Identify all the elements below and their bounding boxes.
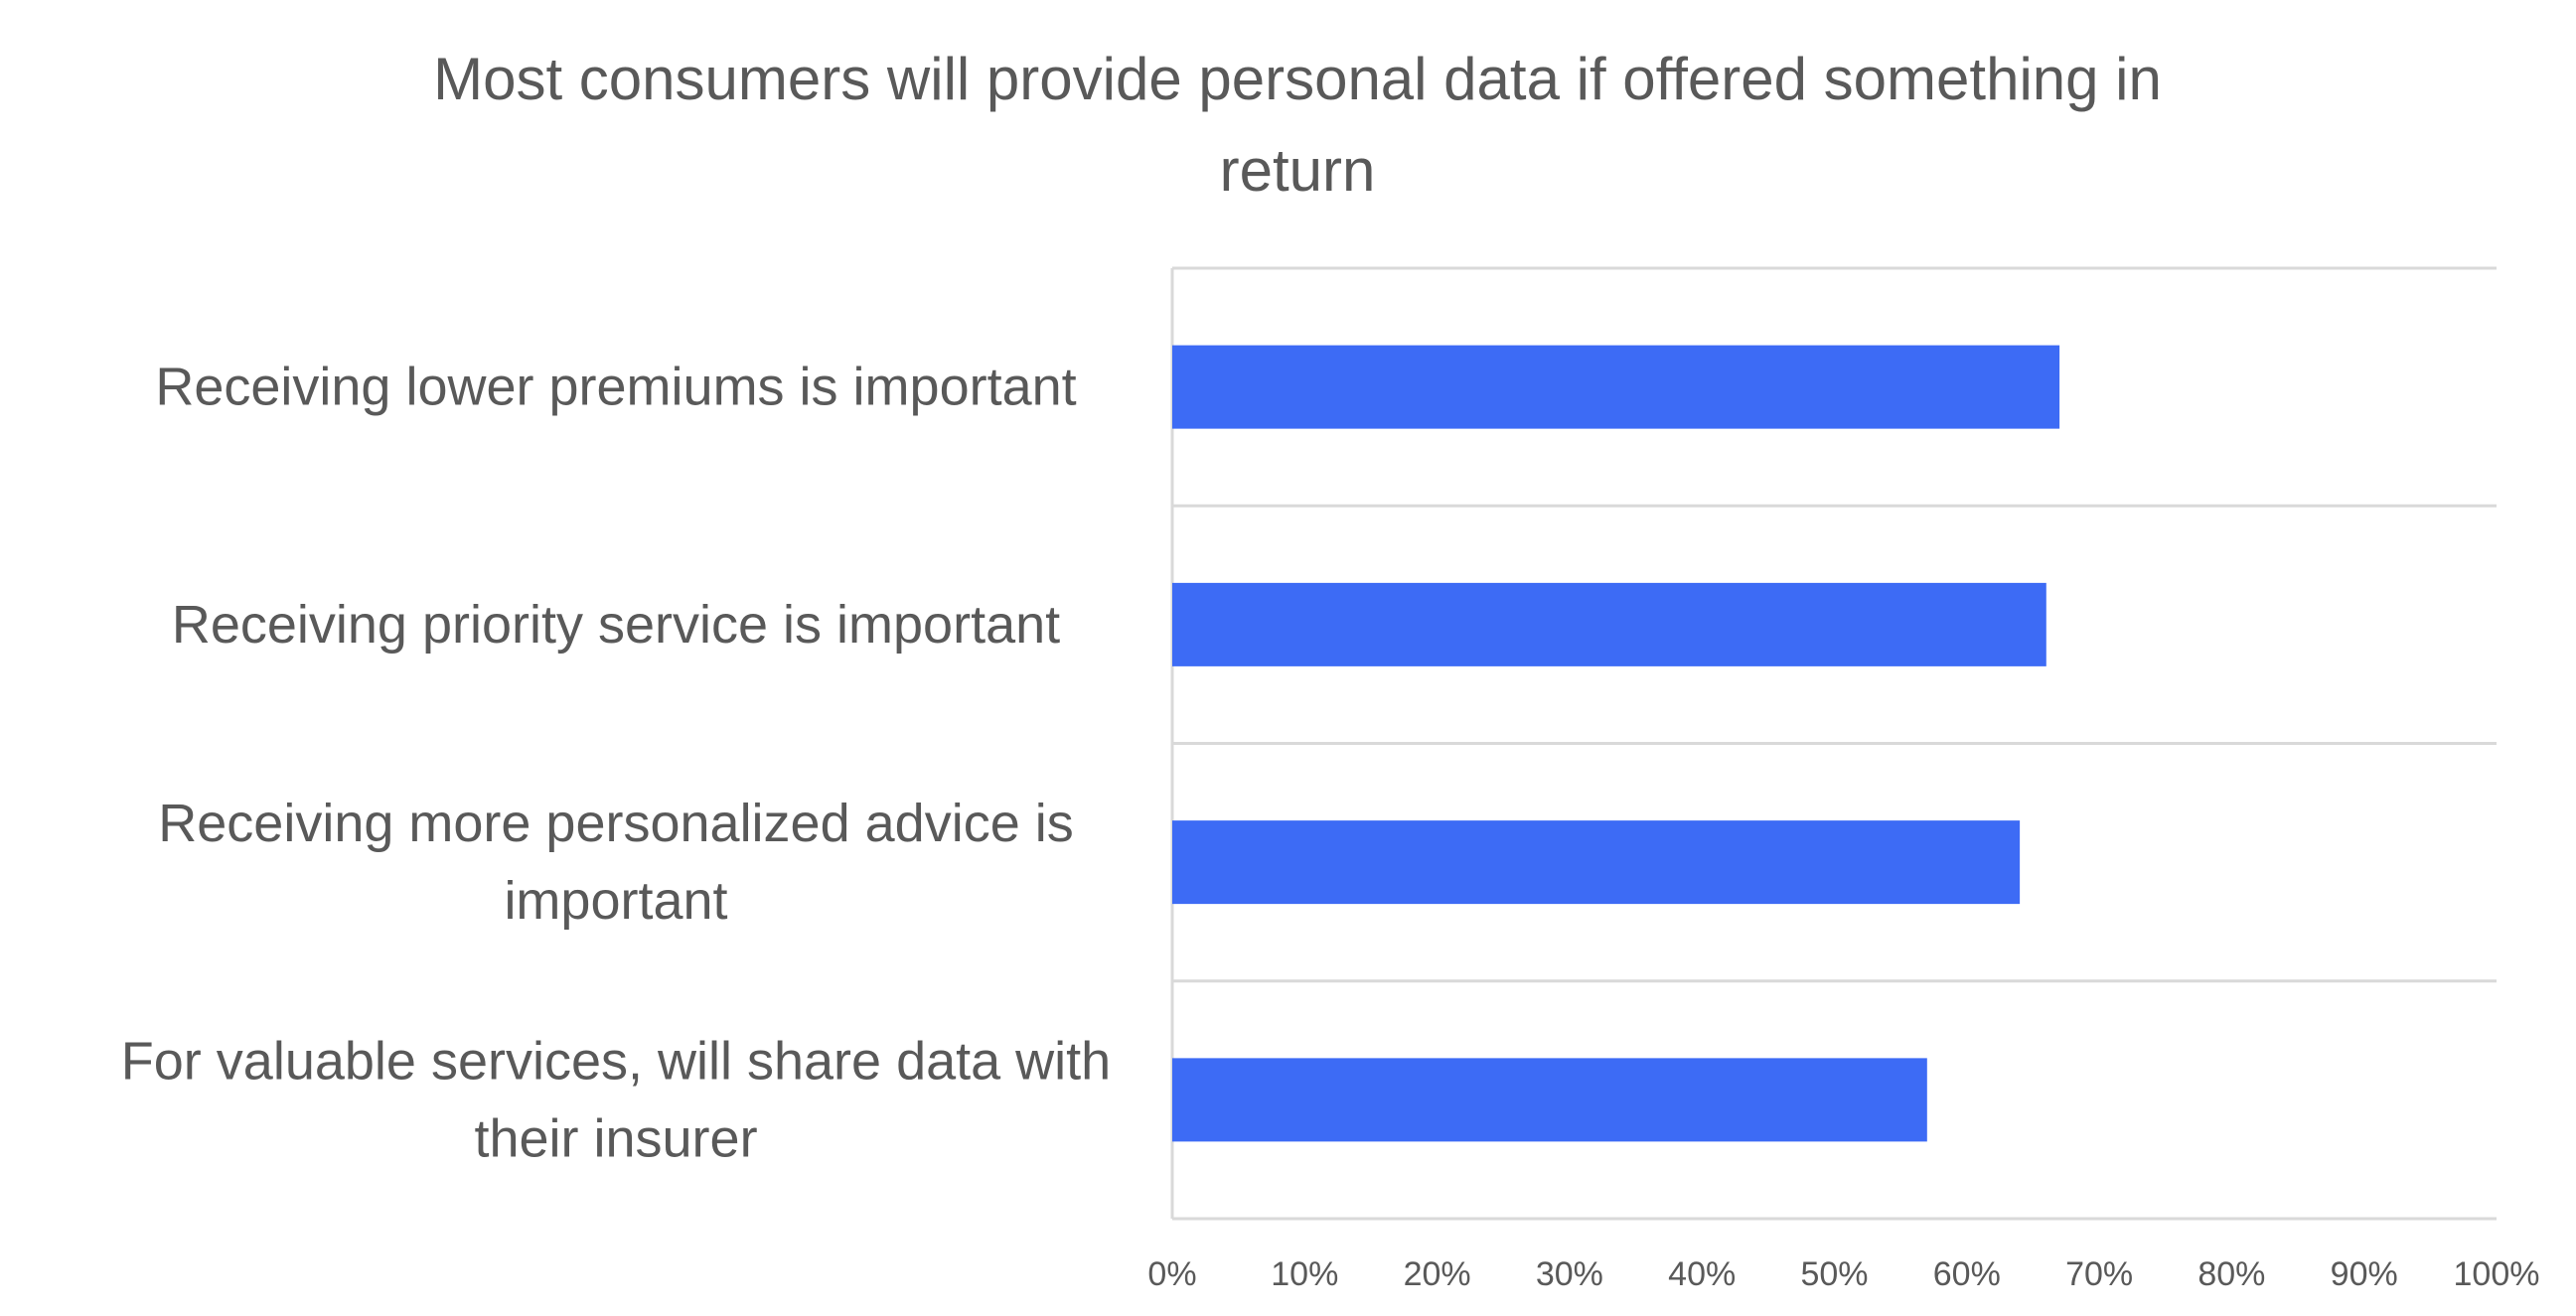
category-label-line: Receiving more personalized advice is bbox=[158, 794, 1073, 853]
bar bbox=[1172, 1058, 1927, 1142]
x-tick-label: 30% bbox=[1536, 1255, 1603, 1293]
category-label-line: Receiving priority service is important bbox=[172, 595, 1060, 655]
category-label: Receiving more personalized advice is imp… bbox=[158, 794, 1073, 931]
x-tick-label: 100% bbox=[2454, 1255, 2540, 1293]
chart-title-line: return bbox=[1220, 137, 1376, 204]
x-axis-tick-labels: 0% 10% 20% 30% 40% 50% 60% 70% 80% 90% 100% bbox=[1147, 1255, 2539, 1293]
x-tick-label: 60% bbox=[1933, 1255, 2001, 1293]
chart-bars bbox=[1172, 345, 2060, 1142]
x-tick-label: 70% bbox=[2065, 1255, 2133, 1293]
x-tick-label: 0% bbox=[1147, 1255, 1196, 1293]
category-label: For valuable services, will share data w… bbox=[121, 1031, 1111, 1168]
category-label: Receiving lower premiums is important bbox=[155, 358, 1076, 417]
bar bbox=[1172, 345, 2060, 429]
category-label-line: important bbox=[504, 871, 727, 931]
x-tick-label: 90% bbox=[2331, 1255, 2398, 1293]
category-label: Receiving priority service is important bbox=[172, 595, 1060, 655]
x-tick-label: 20% bbox=[1404, 1255, 1471, 1293]
chart-title-line: Most consumers will provide personal dat… bbox=[433, 46, 2162, 112]
x-tick-label: 80% bbox=[2197, 1255, 2265, 1293]
chart-title: Most consumers will provide personal dat… bbox=[433, 46, 2162, 204]
category-label-line: For valuable services, will share data w… bbox=[121, 1031, 1111, 1091]
category-label-line: their insurer bbox=[474, 1108, 757, 1168]
x-tick-label: 40% bbox=[1668, 1255, 1736, 1293]
x-tick-label: 10% bbox=[1271, 1255, 1338, 1293]
category-labels: Receiving lower premiums is important Rec… bbox=[121, 358, 1111, 1169]
bar bbox=[1172, 582, 2046, 666]
category-label-line: Receiving lower premiums is important bbox=[155, 358, 1076, 417]
x-tick-label: 50% bbox=[1800, 1255, 1868, 1293]
bar bbox=[1172, 820, 2021, 905]
